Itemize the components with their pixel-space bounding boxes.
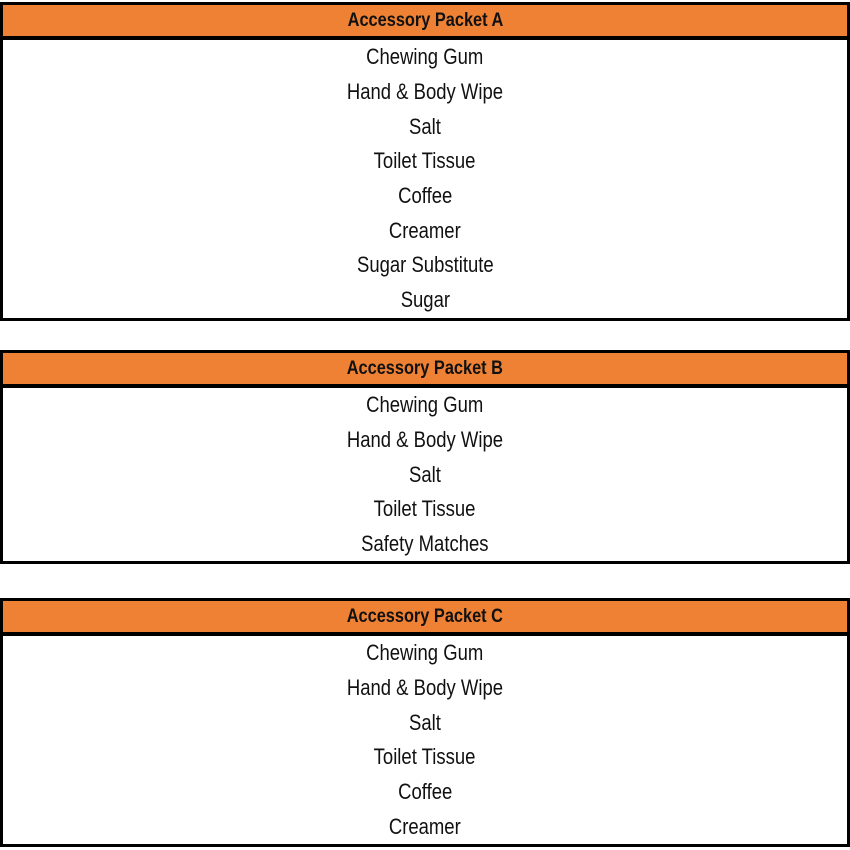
list-item: Sugar [3,283,847,318]
list-item: Salt [3,457,847,492]
list-item: Safety Matches [3,527,847,562]
packet-table-a: Accessory Packet A Chewing Gum Hand & Body… [0,2,850,321]
list-item: Chewing Gum [3,388,847,423]
packet-header: Accessory Packet C [3,601,847,636]
packet-title: Accessory Packet B [346,357,504,379]
list-item: Sugar Substitute [3,248,847,283]
packet-table-c: Accessory Packet C Chewing Gum Hand & Body… [0,598,850,848]
item-label: Sugar Substitute [356,252,494,278]
item-label: Sugar [400,287,450,313]
list-item: Toilet Tissue [3,144,847,179]
list-item: Toilet Tissue [3,492,847,527]
list-item: Hand & Body Wipe [3,423,847,458]
list-item: Chewing Gum [3,636,847,671]
item-label: Hand & Body Wipe [346,427,504,453]
packet-title: Accessory Packet A [347,9,503,31]
item-label: Chewing Gum [366,640,484,666]
list-item: Hand & Body Wipe [3,75,847,110]
item-label: Toilet Tissue [374,744,476,770]
item-label: Creamer [389,217,461,243]
list-item: Coffee [3,179,847,214]
list-item: Salt [3,705,847,740]
item-label: Creamer [389,813,461,839]
list-item: Hand & Body Wipe [3,671,847,706]
item-label: Coffee [397,779,453,805]
item-label: Toilet Tissue [374,496,476,522]
item-label: Safety Matches [361,531,489,557]
item-label: Toilet Tissue [374,148,476,174]
item-label: Chewing Gum [366,44,484,70]
item-label: Coffee [397,183,453,209]
list-item: Creamer [3,809,847,844]
list-item: Chewing Gum [3,40,847,75]
list-item: Creamer [3,213,847,248]
item-label: Hand & Body Wipe [346,79,504,105]
item-label: Salt [409,461,441,487]
packet-title: Accessory Packet C [346,605,504,627]
list-item: Salt [3,109,847,144]
list-item: Coffee [3,775,847,810]
packet-header: Accessory Packet B [3,353,847,388]
item-label: Salt [409,113,441,139]
packet-table-b: Accessory Packet B Chewing Gum Hand & Body… [0,350,850,565]
packet-header: Accessory Packet A [3,5,847,40]
item-label: Salt [409,709,441,735]
item-label: Chewing Gum [366,392,484,418]
list-item: Toilet Tissue [3,740,847,775]
item-label: Hand & Body Wipe [346,675,504,701]
